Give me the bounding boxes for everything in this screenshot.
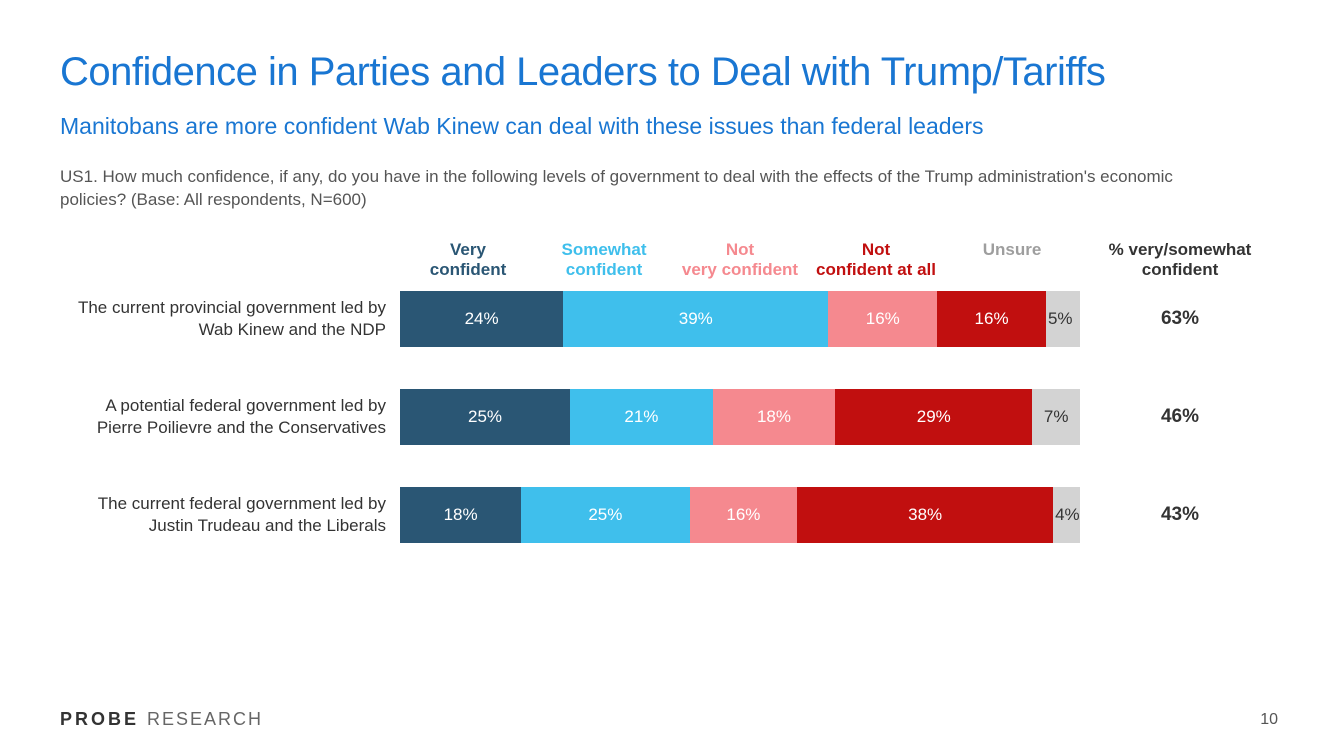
bar-segment-notvery: 16% [690,487,798,543]
footer: PROBE RESEARCH 10 [60,709,1278,730]
bar-row: The current federal government led by Ju… [60,487,1278,543]
bar-segment-unsure: 7% [1032,389,1080,445]
legend-item: Somewhatconfident [536,240,672,281]
bar-segment-unsure: 4% [1053,487,1080,543]
bar-row: The current provincial government led by… [60,291,1278,347]
summary-header: % very/somewhat confident [1090,240,1270,281]
page-subtitle: Manitobans are more confident Wab Kinew … [60,113,1278,140]
page-number: 10 [1260,711,1278,729]
bar-segment-notatall: 29% [835,389,1032,445]
bar-segment-somewhat: 25% [521,487,689,543]
legend-row: VeryconfidentSomewhatconfidentNotvery co… [60,240,1278,281]
bar-segment-very: 18% [400,487,521,543]
row-label: The current federal government led by Ju… [60,493,400,537]
brand-logo: PROBE RESEARCH [60,709,263,730]
bar-segment-very: 24% [400,291,563,347]
summary-value: 43% [1090,504,1270,526]
bar-segment-notvery: 18% [713,389,835,445]
bar-stack: 25%21%18%29%7% [400,389,1080,445]
page-title: Confidence in Parties and Leaders to Dea… [60,50,1278,95]
legend-item: Veryconfident [400,240,536,281]
bar-segment-somewhat: 39% [563,291,828,347]
summary-value: 46% [1090,406,1270,428]
stacked-bar-chart: VeryconfidentSomewhatconfidentNotvery co… [60,240,1278,585]
row-label: A potential federal government led by Pi… [60,395,400,439]
row-label: The current provincial government led by… [60,297,400,341]
legend-item: Notconfident at all [808,240,944,281]
bar-segment-somewhat: 21% [570,389,713,445]
bar-stack: 24%39%16%16%5% [400,291,1080,347]
bar-segment-notatall: 38% [797,487,1053,543]
bar-stack: 18%25%16%38%4% [400,487,1080,543]
legend-item: Unsure [944,240,1080,281]
summary-value: 63% [1090,308,1270,330]
bar-segment-very: 25% [400,389,570,445]
legend-item: Notvery confident [672,240,808,281]
question-text: US1. How much confidence, if any, do you… [60,166,1240,212]
bar-segment-notvery: 16% [828,291,937,347]
bar-segment-notatall: 16% [937,291,1046,347]
bar-segment-unsure: 5% [1046,291,1080,347]
bar-row: A potential federal government led by Pi… [60,389,1278,445]
